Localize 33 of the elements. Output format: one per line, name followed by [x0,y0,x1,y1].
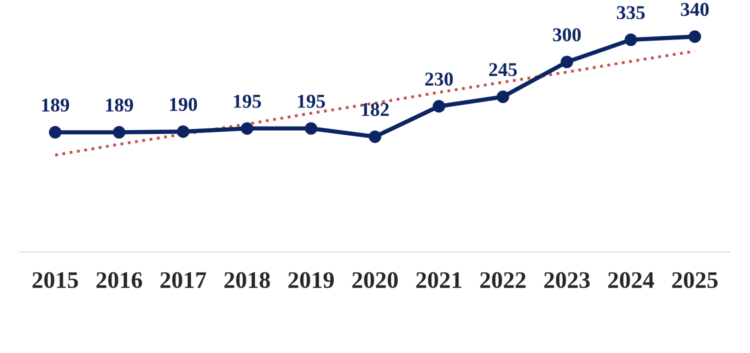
point [432,100,446,113]
x-tick-label: 2023 [544,272,590,288]
x-tick-label: 2019 [288,272,334,288]
x-tick-label: 2016 [96,272,142,288]
data-label: 230 [425,72,453,86]
data-label: 340 [680,2,709,16]
x-tick-label: 2025 [672,272,718,288]
point [112,126,126,139]
point [48,126,62,139]
point [496,90,510,104]
data-label: 300 [553,28,581,42]
data-label: 195 [234,94,261,108]
data-label: 189 [42,98,70,112]
x-tick-label: 2020 [352,272,398,288]
x-tick-label: 2022 [480,272,526,288]
x-tick-label: 2021 [416,272,462,288]
x-tick-label: 2017 [160,272,206,288]
point [560,56,574,68]
x-tick-label: 2018 [224,272,270,288]
point [368,130,382,143]
data-label: 335 [617,6,645,20]
x-tick-label: 2024 [608,272,654,288]
point [688,30,702,43]
data-label: 189 [106,98,134,112]
point [240,122,254,135]
data-label: 190 [170,98,197,112]
point [176,125,190,138]
x-tick-label: 2015 [32,272,78,288]
point [624,34,638,46]
data-label: 245 [489,63,517,76]
data-label: 195 [298,94,325,108]
point [304,122,318,135]
data-label: 182 [362,102,389,116]
